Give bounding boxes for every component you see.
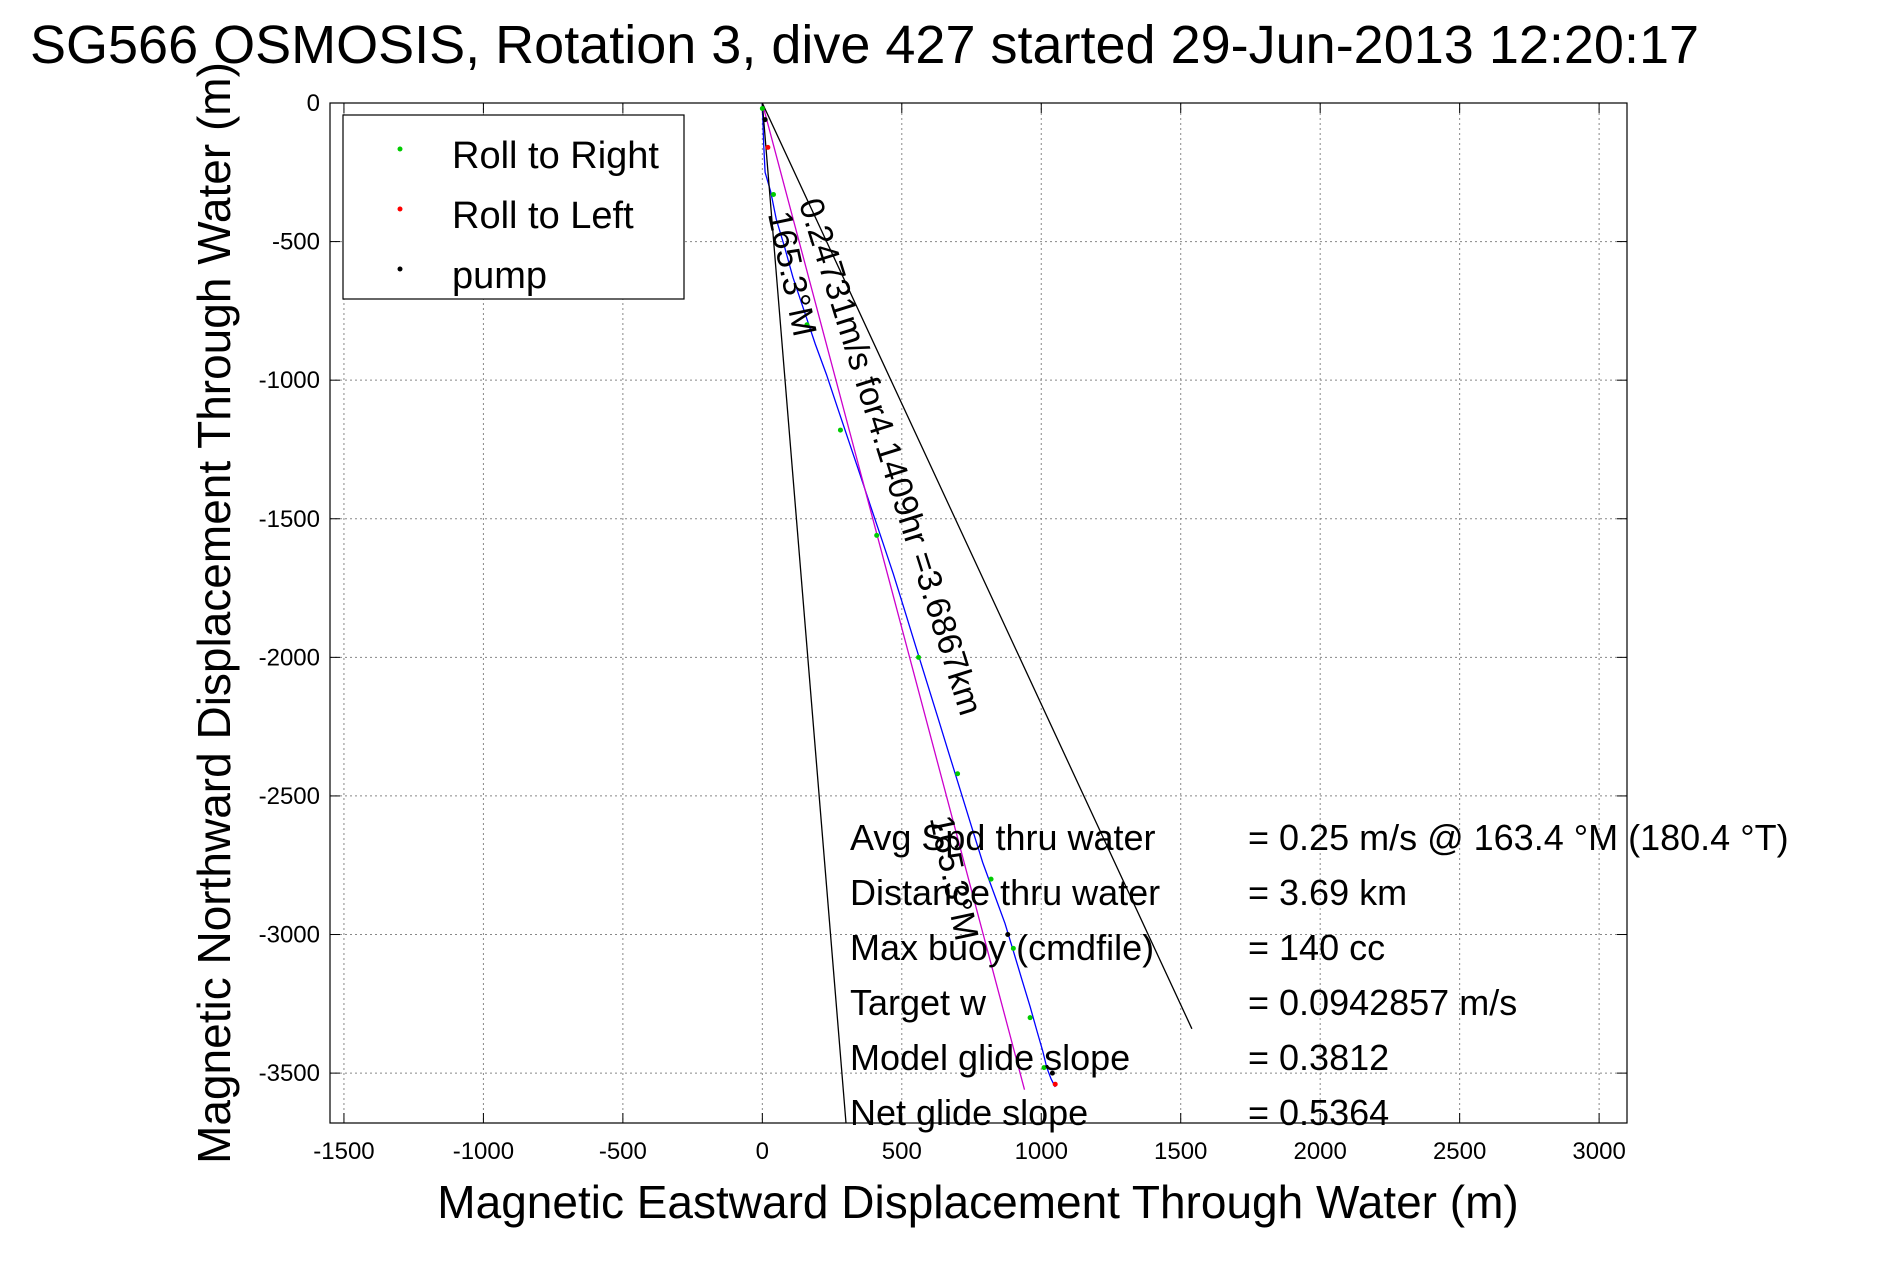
x-tick-label: 1000 — [1015, 1138, 1068, 1165]
x-tick-label: 1500 — [1154, 1138, 1207, 1165]
x-tick-label: 3000 — [1572, 1138, 1625, 1165]
series-line-model-heading — [761, 102, 1026, 1090]
summary-text-block: Avg Spd thru water = 0.25 m/s @ 163.4 °M … — [850, 817, 1789, 1133]
legend-label: Roll to Right — [452, 135, 659, 177]
marker-roll-right — [916, 654, 922, 660]
marker-layer — [759, 106, 1058, 1087]
series-line-track — [761, 102, 1056, 1088]
summary-label: Target w — [850, 982, 987, 1023]
x-tick-label: -1500 — [313, 1138, 374, 1165]
series-line-cone-left — [761, 102, 847, 1124]
x-tick-label: -1000 — [453, 1138, 514, 1165]
summary-label: Distance thru water — [850, 872, 1160, 913]
marker-roll-right — [1041, 1065, 1047, 1071]
marker-roll-right — [955, 771, 961, 777]
summary-value: = 0.5364 — [1248, 1092, 1389, 1133]
legend-marker — [397, 266, 403, 272]
marker-roll-right — [1027, 1015, 1033, 1021]
y-tick-label: -2000 — [259, 644, 320, 671]
marker-roll-right — [1010, 945, 1016, 951]
y-tick-label: -500 — [272, 229, 320, 256]
marker-roll-right — [874, 532, 880, 538]
summary-label: Model glide slope — [850, 1037, 1130, 1078]
marker-pump — [1005, 932, 1011, 938]
marker-roll-left — [1052, 1081, 1058, 1087]
marker-roll-right — [759, 106, 765, 112]
summary-value: = 0.3812 — [1248, 1037, 1389, 1078]
y-tick-label: -2500 — [259, 783, 320, 810]
summary-value: = 3.69 km — [1248, 872, 1407, 913]
marker-pump — [1049, 1070, 1055, 1076]
y-tick-label: 0 — [307, 90, 320, 117]
x-tick-label: 0 — [756, 1138, 769, 1165]
summary-label: Max buoy (cmdfile) — [850, 927, 1154, 968]
legend-label: Roll to Left — [452, 195, 634, 237]
y-tick-label: -3000 — [259, 922, 320, 949]
summary-label: Avg Spd thru water — [850, 817, 1156, 858]
marker-roll-right — [804, 322, 810, 328]
marker-roll-left — [765, 144, 771, 150]
legend-marker — [397, 146, 403, 152]
legend-marker — [397, 206, 403, 212]
x-tick-label: 2000 — [1293, 1138, 1346, 1165]
summary-value: = 0.25 m/s @ 163.4 °M (180.4 °T) — [1248, 817, 1789, 858]
series-layer — [761, 102, 1193, 1124]
marker-roll-right — [988, 876, 994, 882]
y-axis-label: Magnetic Northward Displacement Through … — [188, 62, 240, 1164]
series-line-cone-right — [761, 102, 1193, 1030]
y-tick-label: -1000 — [259, 367, 320, 394]
x-tick-label: 500 — [882, 1138, 922, 1165]
summary-value: = 0.0942857 m/s — [1248, 982, 1517, 1023]
summary-label: Net glide slope — [850, 1092, 1088, 1133]
x-tick-label: 2500 — [1433, 1138, 1486, 1165]
marker-pump — [762, 117, 768, 123]
marker-roll-right — [837, 427, 843, 433]
legend: Roll to Right Roll to Left pump — [342, 114, 685, 300]
plot-frame — [329, 102, 1628, 1124]
axis-ticks: -1500 -1000 -500 0 500 1000 1500 2000 2500 3000 0 -… — [259, 90, 1627, 1165]
y-tick-label: -1500 — [259, 506, 320, 533]
chart-title: SG566 OSMOSIS, Rotation 3, dive 427 star… — [30, 15, 1699, 75]
annotation-label: 0.24731m/s for4.1409hr =3.6867km — [791, 194, 990, 720]
x-axis-label: Magnetic Eastward Displacement Through W… — [437, 1176, 1518, 1228]
marker-roll-right — [770, 191, 776, 197]
x-tick-label: -500 — [599, 1138, 647, 1165]
y-tick-label: -3500 — [259, 1060, 320, 1087]
summary-value: = 140 cc — [1248, 927, 1385, 968]
legend-label: pump — [452, 255, 547, 297]
